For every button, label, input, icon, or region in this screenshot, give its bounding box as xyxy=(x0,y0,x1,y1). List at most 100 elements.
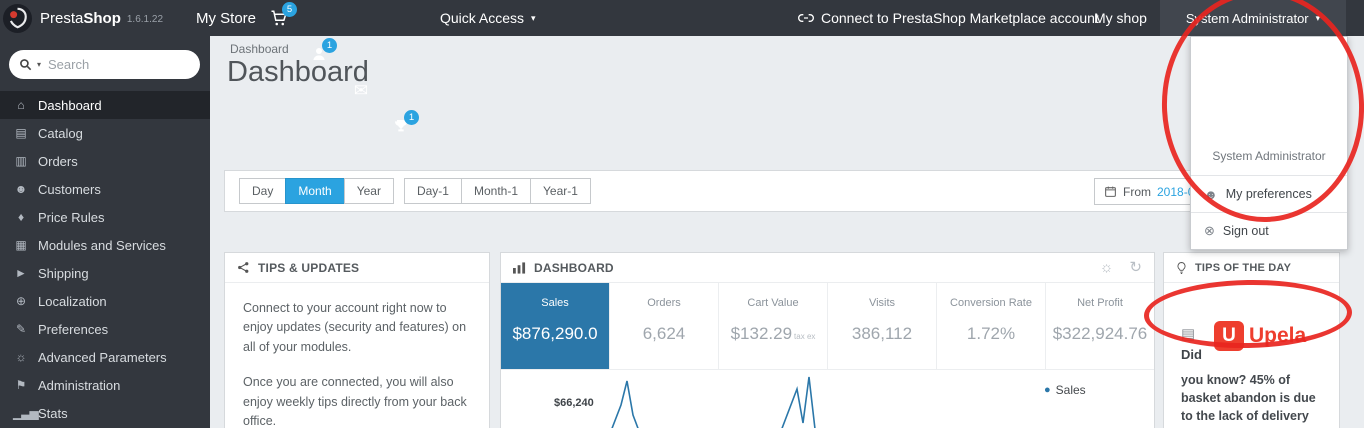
kpi-cart-value[interactable]: Cart Value $132.29 tax ex xyxy=(719,283,828,369)
brand-presta: Presta xyxy=(40,9,84,27)
gear-icon[interactable]: ☼ xyxy=(1099,259,1114,276)
customers-group-icon: ☻ xyxy=(14,182,28,196)
orders-list-icon: ▥ xyxy=(15,154,27,168)
brand-shop: Shop xyxy=(83,9,121,27)
range-button-group: Day Month Year xyxy=(239,178,394,204)
search-input[interactable] xyxy=(46,56,167,73)
sidebar-item-label: Shipping xyxy=(38,265,89,281)
sidebar-item-administration[interactable]: ⚑ Administration xyxy=(0,371,210,399)
bar-chart-icon xyxy=(513,261,526,274)
stats-bars-icon: ▁▃▅ xyxy=(13,406,39,420)
chart-legend: ● Sales xyxy=(1044,383,1086,397)
sidebar-item-customers[interactable]: ☻ Customers xyxy=(0,175,210,203)
sidebar-item-shipping[interactable]: ► Shipping xyxy=(0,259,210,287)
link-icon xyxy=(798,14,814,22)
tag-icon: ♦ xyxy=(17,210,25,224)
range-month-1-button[interactable]: Month-1 xyxy=(460,178,531,204)
upela-logo-link[interactable]: U Upela xyxy=(1214,321,1306,351)
my-shop-link[interactable]: My shop xyxy=(1094,10,1147,26)
panel-tools: ☼ ↻ xyxy=(1100,260,1142,275)
wrench-icon: ✎ xyxy=(15,322,27,336)
tax-suffix: tax ex xyxy=(794,332,816,341)
panel-title: TIPS OF THE DAY xyxy=(1195,261,1292,274)
share-nodes-icon xyxy=(238,262,249,273)
book-icon: ▤ xyxy=(15,126,27,140)
range-year-1-button[interactable]: Year-1 xyxy=(530,178,591,204)
breadcrumb: Dashboard xyxy=(230,42,289,56)
sidebar-item-localization[interactable]: ⊕ Localization xyxy=(0,287,210,315)
customers-notifications-button[interactable]: 1 xyxy=(302,36,337,72)
sidebar-item-label: Stats xyxy=(38,405,68,421)
dashboard-panel-header: DASHBOARD ☼ ↻ xyxy=(501,253,1154,283)
messages-button[interactable]: ✉ xyxy=(344,72,378,108)
gears-icon: ☼ xyxy=(15,350,27,364)
refresh-icon[interactable]: ↻ xyxy=(1129,259,1142,276)
sidebar-item-price-rules[interactable]: ♦ Price Rules xyxy=(0,203,210,231)
chevron-down-icon: ▾ xyxy=(1315,13,1321,23)
home-icon: ⌂ xyxy=(17,98,25,112)
kpi-visits[interactable]: Visits 386,112 xyxy=(828,283,937,369)
employee-avatar xyxy=(1191,37,1347,143)
version-label: 1.6.1.22 xyxy=(126,14,164,25)
panel-title: DASHBOARD xyxy=(534,260,614,275)
kpi-conversion-rate[interactable]: Conversion Rate 1.72% xyxy=(937,283,1046,369)
range-day-button[interactable]: Day xyxy=(239,178,287,204)
cart-notifications-button[interactable]: 5 xyxy=(262,0,297,36)
sidebar-item-modules[interactable]: ▦ Modules and Services xyxy=(0,231,210,259)
sidebar-item-catalog[interactable]: ▤ Catalog xyxy=(0,119,210,147)
admin-flag-icon: ⚑ xyxy=(15,378,27,392)
legend-label: Sales xyxy=(1055,383,1086,397)
sidebar-search[interactable]: ▾ xyxy=(9,50,200,79)
marketplace-connect-link[interactable]: Connect to PrestaShop Marketplace accoun… xyxy=(798,0,1099,36)
tips-of-the-day-header: TIPS OF THE DAY xyxy=(1164,253,1339,283)
dashboard-panel: DASHBOARD ☼ ↻ Sales $876,290.0 Orders 6,… xyxy=(500,252,1155,428)
sidebar-item-advanced-parameters[interactable]: ☼ Advanced Parameters xyxy=(0,343,210,371)
trophy-icon xyxy=(395,120,407,132)
power-off-icon: ⊗ xyxy=(1204,223,1215,238)
achievements-badge: 1 xyxy=(404,110,419,125)
lightbulb-icon xyxy=(1177,261,1186,274)
store-name-link[interactable]: My Store xyxy=(196,9,257,27)
sidebar-item-label: Dashboard xyxy=(38,97,102,113)
range-year-button[interactable]: Year xyxy=(343,178,394,204)
sign-out-item[interactable]: ⊗ Sign out xyxy=(1204,223,1269,238)
modules-grid-icon: ▦ xyxy=(15,238,27,252)
globe-icon: ⊕ xyxy=(15,294,27,308)
range-day-1-button[interactable]: Day-1 xyxy=(403,178,462,204)
sidebar-item-label: Preferences xyxy=(38,321,109,337)
legend-dot-icon: ● xyxy=(1044,384,1051,396)
panel-title: TIPS & UPDATES xyxy=(258,260,360,275)
employee-menu-button[interactable]: System Administrator ▾ xyxy=(1160,0,1346,36)
truck-icon: ► xyxy=(15,266,27,280)
tips-of-the-day-panel: TIPS OF THE DAY ▤ Did U Upela you know? … xyxy=(1163,252,1340,428)
range-prev-button-group: Day-1 Month-1 Year-1 xyxy=(403,178,591,204)
employee-name: System Administrator xyxy=(1212,149,1326,163)
kpi-orders[interactable]: Orders 6,624 xyxy=(610,283,719,369)
sidebar-item-label: Orders xyxy=(38,153,78,169)
search-scope-caret-icon[interactable]: ▾ xyxy=(37,60,42,69)
my-preferences-item[interactable]: ☻ My preferences xyxy=(1204,186,1312,202)
achievements-button[interactable]: 1 xyxy=(384,108,419,144)
tip-lead-word: Did xyxy=(1181,347,1202,362)
topbar: Presta Shop 1.6.1.22 My Store 5 1 ✉ xyxy=(0,0,1364,132)
calendar-icon xyxy=(1105,186,1116,197)
quick-access-menu[interactable]: Quick Access ▾ xyxy=(440,10,536,26)
range-month-button[interactable]: Month xyxy=(285,178,345,204)
tips-paragraph: Connect to your account right now to enj… xyxy=(243,301,467,354)
sidebar-item-dashboard[interactable]: ⌂ Dashboard xyxy=(0,91,210,119)
chart-y-axis-label: $66,240 xyxy=(554,397,594,409)
thumbnail-icon: ▤ xyxy=(1181,326,1196,343)
sidebar-item-label: Localization xyxy=(38,293,107,309)
brand-wordmark[interactable]: Presta Shop 1.6.1.22 xyxy=(40,0,163,36)
kpi-row: Sales $876,290.0 Orders 6,624 Cart Value… xyxy=(501,283,1154,370)
sidebar-item-label: Administration xyxy=(38,377,121,393)
sidebar-item-orders[interactable]: ▥ Orders xyxy=(0,147,210,175)
sidebar-item-preferences[interactable]: ✎ Preferences xyxy=(0,315,210,343)
kpi-net-profit[interactable]: Net Profit $322,924.76 xyxy=(1052,297,1148,343)
envelope-icon: ✉ xyxy=(353,80,369,100)
prestashop-logo[interactable] xyxy=(2,0,33,36)
sidebar: ▾ ⌂ Dashboard ▤ Catalog ▥ Orders ☻ Custo… xyxy=(0,36,210,428)
sidebar-item-stats[interactable]: ▁▃▅ Stats xyxy=(0,399,210,427)
kpi-sales[interactable]: Sales $876,290.0 xyxy=(501,283,610,369)
